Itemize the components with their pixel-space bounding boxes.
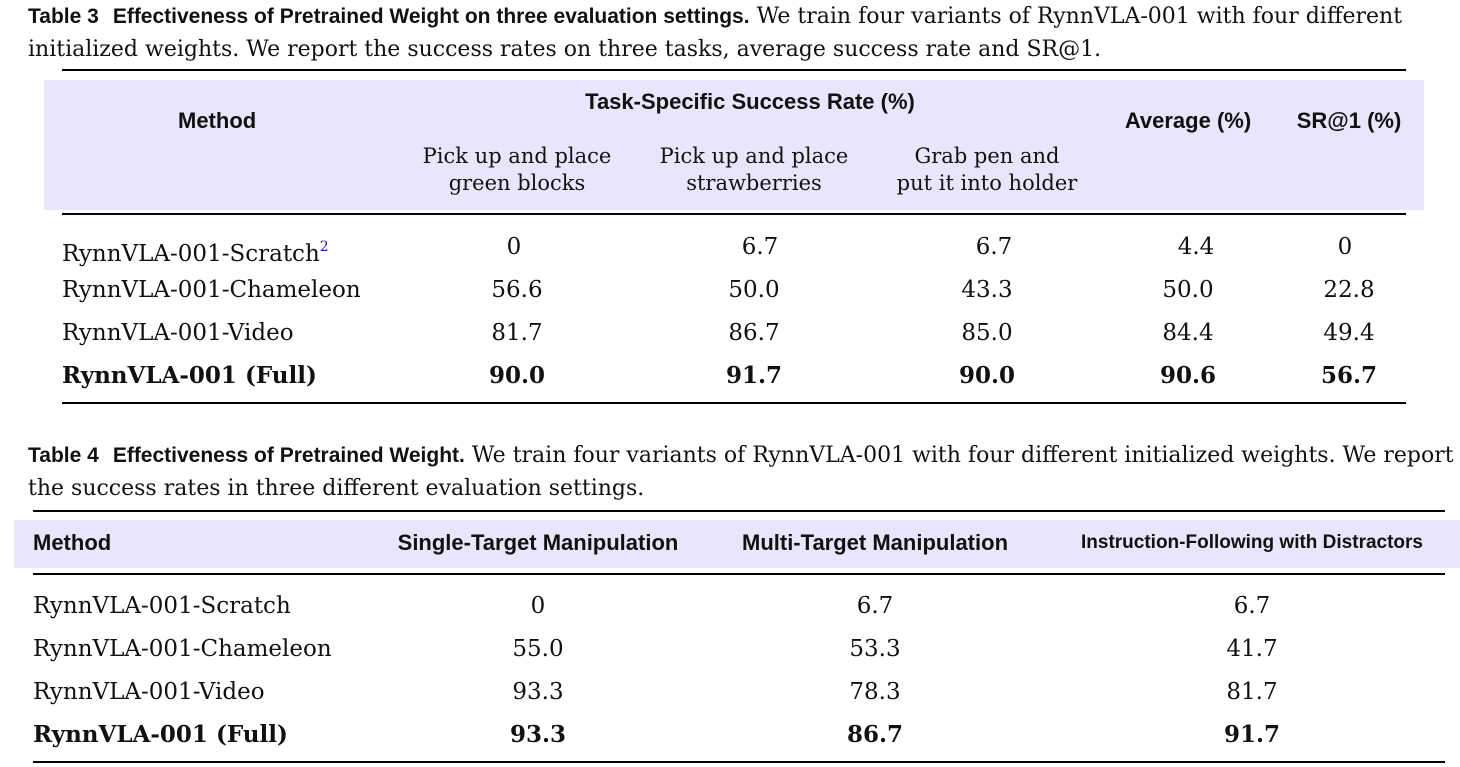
table4-caption-text: We train four variants of RynnVLA-001 wi… <box>28 443 1454 501</box>
table3-row-method: RynnVLA-001-Chameleon <box>62 277 361 303</box>
table3-cell: 6.7 <box>975 234 1013 260</box>
table3-caption-text: We train four variants of RynnVLA-001 wi… <box>28 4 1403 62</box>
table3-header-task-2: Pick up and place strawberries <box>634 143 874 197</box>
table3-header-average: Average (%) <box>1124 108 1252 133</box>
table4-row-method: RynnVLA-001-Scratch <box>33 593 291 619</box>
table3-cell: 91.7 <box>725 362 783 389</box>
table3-task-3-line2: put it into holder <box>896 171 1078 195</box>
table3-cell: 50.0 <box>728 277 780 303</box>
table3-caption-title: Effectiveness of Pretrained Weight on th… <box>112 5 750 28</box>
table3-header-task-3: Grab pen and put it into holder <box>867 143 1107 197</box>
table4-header-instr: Instruction-Following with Distractors <box>1081 532 1423 553</box>
table3-task-1-line1: Pick up and place <box>422 144 612 168</box>
table4-cell: 86.7 <box>846 721 904 748</box>
table3-cell: 49.4 <box>1323 320 1375 346</box>
table4-row-method: RynnVLA-001-Chameleon <box>33 636 332 662</box>
table4-header-multi: Multi-Target Manipulation <box>741 530 1009 555</box>
table4-cell: 93.3 <box>512 679 564 705</box>
table3-header-sr1: SR@1 (%) <box>1296 108 1402 133</box>
table4-mid-rule <box>33 573 1445 575</box>
table3-cell: 0 <box>506 234 522 260</box>
table4-cell: 53.3 <box>849 636 901 662</box>
table3-cell: 56.7 <box>1320 362 1378 389</box>
table4-header-band <box>14 520 1460 568</box>
table3-cell: 90.0 <box>488 362 546 389</box>
table4-cell: 81.7 <box>1226 679 1278 705</box>
table4-cell: 6.7 <box>1233 593 1271 619</box>
table3-task-2-line2: strawberries <box>686 171 822 195</box>
table3-cell: 86.7 <box>728 320 780 346</box>
table4-row-method: RynnVLA-001-Video <box>33 679 265 705</box>
table3-task-1-line2: green blocks <box>448 171 586 195</box>
table4-header-method: Method <box>33 530 112 555</box>
table3-row-method: RynnVLA-001 (Full) <box>62 362 317 389</box>
table3-header-task-1: Pick up and place green blocks <box>397 143 637 197</box>
table3-task-2-line1: Pick up and place <box>659 144 849 168</box>
table3-cell: 6.7 <box>741 234 779 260</box>
table3-cell: 90.0 <box>958 362 1016 389</box>
table4-cell: 55.0 <box>512 636 564 662</box>
table3-cell: 4.4 <box>1177 234 1215 260</box>
table4-caption-title: Effectiveness of Pretrained Weight. <box>112 444 465 467</box>
table3-cell: 43.3 <box>961 277 1013 303</box>
table4-caption-label: Table 4 <box>28 444 99 467</box>
table4-cell: 91.7 <box>1223 721 1281 748</box>
table3-cell: 90.6 <box>1159 362 1217 389</box>
table3-header-band <box>44 80 1424 210</box>
table3-cell: 81.7 <box>491 320 543 346</box>
table4-row-method: RynnVLA-001 (Full) <box>33 721 288 748</box>
table4-top-rule <box>33 510 1445 512</box>
table3-cell: 84.4 <box>1162 320 1214 346</box>
table4-cell: 41.7 <box>1226 636 1278 662</box>
table4-cell: 93.3 <box>509 721 567 748</box>
table3-row-method: RynnVLA-001-Scratch2 <box>62 239 329 267</box>
table3-header-group: Task-Specific Success Rate (%) <box>585 89 915 114</box>
table4-caption: Table 4 Effectiveness of Pretrained Weig… <box>28 439 1456 505</box>
table4-header-single: Single-Target Manipulation <box>397 530 679 555</box>
table3-cell: 56.6 <box>491 277 543 303</box>
table4-cell: 6.7 <box>856 593 894 619</box>
table3-caption-label: Table 3 <box>28 5 99 28</box>
footnote-marker[interactable]: 2 <box>319 239 329 255</box>
table3-cell: 50.0 <box>1162 277 1214 303</box>
table3-caption: Table 3 Effectiveness of Pretrained Weig… <box>28 0 1452 66</box>
table4-bottom-rule <box>33 761 1445 763</box>
table4-cell: 78.3 <box>849 679 901 705</box>
table4-cell: 0 <box>530 593 546 619</box>
table3-mid-rule <box>62 213 1406 215</box>
table3-cell: 85.0 <box>961 320 1013 346</box>
table3-task-3-line1: Grab pen and <box>914 144 1060 168</box>
table3-bottom-rule <box>62 402 1406 404</box>
table3-top-rule <box>62 69 1406 71</box>
table3-header-method: Method <box>178 108 257 133</box>
table3-row-method: RynnVLA-001-Video <box>62 320 294 346</box>
table3-cell: 0 <box>1337 234 1353 260</box>
table3-cell: 22.8 <box>1323 277 1375 303</box>
